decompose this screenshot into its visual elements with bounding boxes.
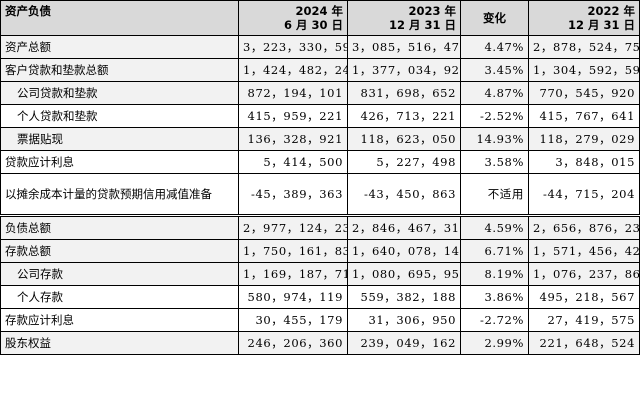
cell-2023: 239，049，162 — [347, 331, 461, 355]
cell-2023: 2，846，467，311 — [347, 214, 461, 240]
row-label: 个人存款 — [0, 285, 239, 309]
row-label: 客户贷款和垫款总额 — [0, 58, 239, 82]
table-row: 负债总额 2，977，124，230 2，846，467，311 4.59% 2… — [0, 214, 640, 240]
cell-change: 2.99% — [460, 331, 529, 355]
cell-2023: 1，080，695，957 — [347, 262, 461, 286]
cell-2022: 1，571，456，429 — [528, 239, 640, 263]
cell-2022: 415，767，641 — [528, 104, 640, 128]
table-row: 个人存款 580，974，119 559，382，188 3.86% 495，2… — [0, 285, 640, 309]
cell-2024: 136，328，921 — [238, 127, 348, 151]
table-row: 个人贷款和垫款 415，959，221 426，713，221 -2.52% 4… — [0, 104, 640, 128]
cell-2024: -45，389，363 — [238, 173, 348, 216]
table-header-row: 资产负债 2024 年 6 月 30 日 2023 年 12 月 31 日 变化… — [0, 0, 640, 36]
cell-2024: 5，414，500 — [238, 150, 348, 174]
table-row: 公司存款 1，169，187，715 1，080，695，957 8.19% 1… — [0, 262, 640, 286]
cell-2022: -44，715，204 — [528, 173, 640, 216]
cell-2023: -43，450，863 — [347, 173, 461, 216]
cell-2023: 1，377，034，923 — [347, 58, 461, 82]
cell-change: 3.86% — [460, 285, 529, 309]
cell-2023: 31，306，950 — [347, 308, 461, 332]
table-row: 存款应计利息 30，455，179 31，306，950 -2.72% 27，4… — [0, 308, 640, 332]
cell-2024: 2，977，124，230 — [238, 214, 348, 240]
cell-2024: 415，959，221 — [238, 104, 348, 128]
cell-2022: 2，878，524，759 — [528, 35, 640, 59]
cell-2024: 1，169，187，715 — [238, 262, 348, 286]
row-label: 票据贴现 — [0, 127, 239, 151]
header-change: 变化 — [460, 0, 529, 36]
row-label: 股东权益 — [0, 331, 239, 355]
row-label: 个人贷款和垫款 — [0, 104, 239, 128]
cell-2022: 2，656，876，235 — [528, 214, 640, 240]
header-2023-date: 12 月 31 日 — [388, 18, 456, 32]
cell-change: 14.93% — [460, 127, 529, 151]
cell-2023: 426，713，221 — [347, 104, 461, 128]
header-2024-jun30: 2024 年 6 月 30 日 — [238, 0, 348, 36]
row-label: 存款应计利息 — [0, 308, 239, 332]
cell-change: 3.58% — [460, 150, 529, 174]
header-2022-dec31: 2022 年 12 月 31 日 — [528, 0, 640, 36]
header-2022-year: 2022 年 — [587, 4, 635, 18]
cell-2022: 118，279，029 — [528, 127, 640, 151]
cell-2022: 27，419，575 — [528, 308, 640, 332]
cell-2022: 3，848，015 — [528, 150, 640, 174]
header-2023-dec31: 2023 年 12 月 31 日 — [347, 0, 461, 36]
cell-2022: 1，304，592，590 — [528, 58, 640, 82]
cell-2023: 559，382，188 — [347, 285, 461, 309]
cell-2024: 246，206，360 — [238, 331, 348, 355]
row-label: 公司贷款和垫款 — [0, 81, 239, 105]
cell-change: 3.45% — [460, 58, 529, 82]
cell-2022: 495，218，567 — [528, 285, 640, 309]
table-row: 客户贷款和垫款总额 1，424，482，243 1，377，034，923 3.… — [0, 58, 640, 82]
cell-2023: 5，227，498 — [347, 150, 461, 174]
row-label: 资产总额 — [0, 35, 239, 59]
table-row: 票据贴现 136，328，921 118，623，050 14.93% 118，… — [0, 127, 640, 151]
cell-2023: 3，085，516，473 — [347, 35, 461, 59]
cell-change: 4.59% — [460, 214, 529, 240]
cell-2024: 3，223，330，590 — [238, 35, 348, 59]
cell-2022: 221，648，524 — [528, 331, 640, 355]
cell-change: 8.19% — [460, 262, 529, 286]
cell-2022: 770，545，920 — [528, 81, 640, 105]
row-label: 存款总额 — [0, 239, 239, 263]
table-row: 以摊余成本计量的贷款预期信用减值准备 -45，389，363 -43，450，8… — [0, 173, 640, 216]
table-row: 股东权益 246，206，360 239，049，162 2.99% 221，6… — [0, 331, 640, 355]
cell-2024: 30，455，179 — [238, 308, 348, 332]
header-2023-year: 2023 年 — [408, 4, 456, 18]
cell-2024: 1，424，482，243 — [238, 58, 348, 82]
header-2022-date: 12 月 31 日 — [567, 18, 635, 32]
cell-change: -2.52% — [460, 104, 529, 128]
cell-2024: 580，974，119 — [238, 285, 348, 309]
row-label: 以摊余成本计量的贷款预期信用减值准备 — [0, 173, 239, 216]
row-label: 贷款应计利息 — [0, 150, 239, 174]
table-row: 贷款应计利息 5，414，500 5，227，498 3.58% 3，848，0… — [0, 150, 640, 174]
table-row: 公司贷款和垫款 872，194，101 831，698，652 4.87% 77… — [0, 81, 640, 105]
header-2024-date: 6 月 30 日 — [283, 18, 343, 32]
table-row: 资产总额 3，223，330，590 3，085，516，473 4.47% 2… — [0, 35, 640, 59]
cell-change: 不适用 — [460, 173, 529, 216]
cell-2022: 1，076，237，862 — [528, 262, 640, 286]
cell-change: 4.87% — [460, 81, 529, 105]
cell-change: 4.47% — [460, 35, 529, 59]
cell-2023: 1，640，078，145 — [347, 239, 461, 263]
row-label: 公司存款 — [0, 262, 239, 286]
header-item: 资产负债 — [0, 0, 239, 36]
cell-change: -2.72% — [460, 308, 529, 332]
table-row: 存款总额 1，750，161，834 1，640，078，145 6.71% 1… — [0, 239, 640, 263]
header-2024-year: 2024 年 — [295, 4, 343, 18]
balance-sheet-table: 资产负债 2024 年 6 月 30 日 2023 年 12 月 31 日 变化… — [0, 0, 640, 355]
cell-change: 6.71% — [460, 239, 529, 263]
cell-2024: 872，194，101 — [238, 81, 348, 105]
cell-2024: 1，750，161，834 — [238, 239, 348, 263]
cell-2023: 831，698，652 — [347, 81, 461, 105]
cell-2023: 118，623，050 — [347, 127, 461, 151]
row-label: 负债总额 — [0, 214, 239, 240]
